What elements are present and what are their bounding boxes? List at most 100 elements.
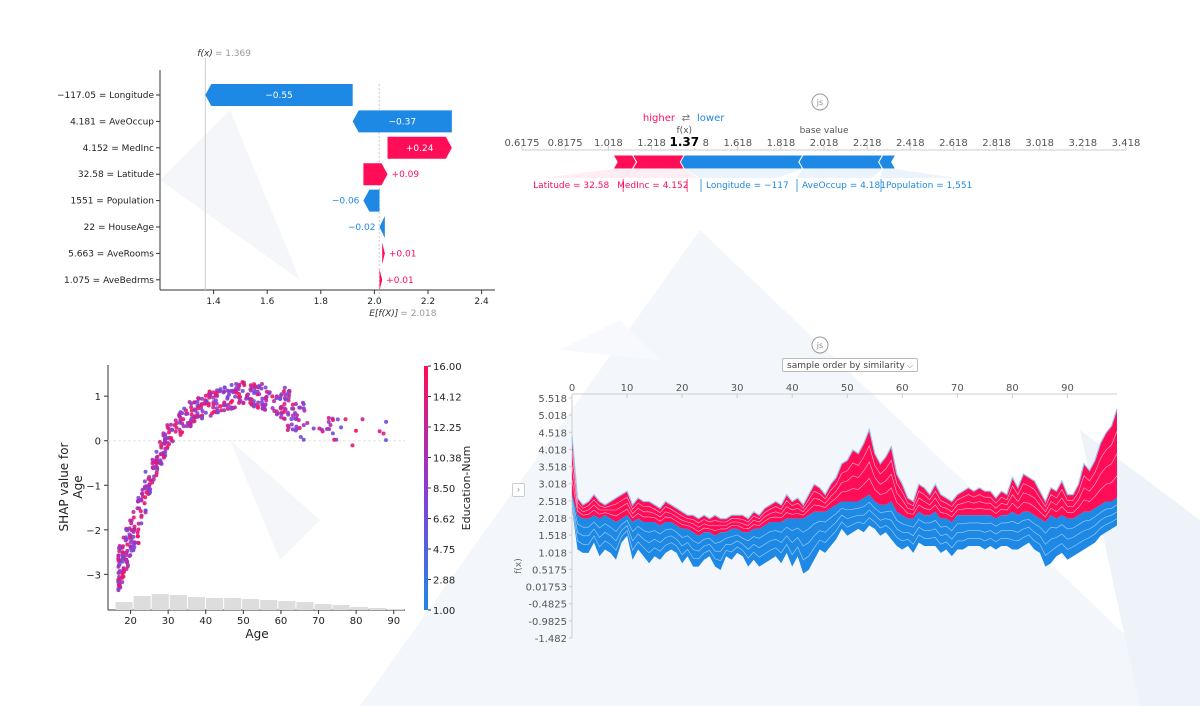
scatter-point bbox=[131, 510, 136, 515]
waterfall-bar-value: +0.09 bbox=[392, 170, 420, 180]
scatter-point bbox=[211, 402, 216, 407]
scatter-point bbox=[129, 518, 134, 523]
scatter-point bbox=[180, 421, 185, 426]
dependence-x-tick-label: 30 bbox=[162, 616, 175, 627]
scatter-point bbox=[260, 396, 265, 401]
stacked-x-tick-label: 50 bbox=[841, 383, 854, 394]
histogram-bar bbox=[115, 602, 133, 610]
side-expand-button[interactable]: › bbox=[512, 483, 525, 497]
force-fx-value: 1.37 bbox=[669, 135, 699, 149]
scatter-point bbox=[131, 542, 136, 547]
scatter-point bbox=[123, 538, 128, 543]
force-tick-label: 1.818 bbox=[767, 138, 796, 149]
scatter-point bbox=[286, 391, 291, 396]
scatter-point bbox=[326, 415, 331, 420]
scatter-point bbox=[360, 417, 365, 422]
scatter-point bbox=[144, 490, 149, 495]
waterfall-bar bbox=[363, 163, 388, 186]
stacked-y-tick-label: 1.518 bbox=[538, 531, 567, 542]
scatter-point bbox=[214, 406, 219, 411]
scatter-point bbox=[301, 437, 306, 442]
scatter-point bbox=[154, 461, 159, 466]
scatter-point bbox=[263, 385, 268, 390]
scatter-point bbox=[170, 427, 175, 432]
scatter-point bbox=[293, 401, 298, 406]
stacked-y-tick-label: 5.518 bbox=[538, 394, 567, 405]
scatter-point bbox=[189, 416, 194, 421]
scatter-point bbox=[146, 484, 151, 489]
waterfall-row-label: 5.663 = AveRooms bbox=[68, 249, 154, 259]
scatter-point bbox=[139, 521, 144, 526]
scatter-point bbox=[274, 409, 279, 414]
scatter-point bbox=[200, 413, 205, 418]
scatter-point bbox=[177, 414, 182, 419]
waterfall-bar-value: +0.24 bbox=[406, 144, 434, 154]
colorbar-tick-label: 12.25 bbox=[433, 423, 462, 434]
dependence-y-tick-label: −3 bbox=[86, 570, 101, 581]
scatter-point bbox=[281, 389, 286, 394]
fx-mask bbox=[666, 134, 703, 148]
scatter-point bbox=[135, 506, 140, 511]
scatter-point bbox=[334, 437, 339, 442]
histogram-bar bbox=[332, 605, 350, 610]
colorbar-tick-label: 10.38 bbox=[433, 453, 462, 464]
dependence-y-tick-label: −1 bbox=[86, 481, 101, 492]
force-label-connector bbox=[543, 169, 633, 178]
scatter-point bbox=[182, 406, 187, 411]
colorbar-tick-label: 1.00 bbox=[433, 606, 455, 617]
stacked-y-tick-label: 2.518 bbox=[538, 497, 567, 508]
sample-order-select[interactable]: sample order by similarity ⌵ bbox=[782, 358, 918, 372]
scatter-point bbox=[192, 407, 197, 412]
scatter-point bbox=[285, 410, 290, 415]
colorbar-tick-label: 8.50 bbox=[433, 484, 455, 495]
dependence-x-tick-label: 70 bbox=[312, 616, 325, 627]
histogram-bar bbox=[224, 598, 242, 610]
force-tick-label: 3.418 bbox=[1112, 138, 1141, 149]
scatter-point bbox=[121, 569, 126, 574]
scatter-point bbox=[199, 406, 204, 411]
scatter-point bbox=[339, 425, 344, 430]
scatter-point bbox=[116, 558, 121, 563]
scatter-point bbox=[215, 410, 220, 415]
scatter-point bbox=[256, 400, 261, 405]
scatter-point bbox=[294, 413, 299, 418]
scatter-point bbox=[211, 390, 216, 395]
scatter-point bbox=[139, 498, 144, 503]
scatter-point bbox=[278, 396, 283, 401]
scatter-point bbox=[174, 425, 179, 430]
scatter-point bbox=[165, 444, 170, 449]
js-badge bbox=[811, 93, 829, 111]
waterfall-bar-value: −0.37 bbox=[388, 117, 416, 127]
dependence-y-label-1: SHAP value for bbox=[57, 442, 71, 531]
efx-label-value: = 2.018 bbox=[400, 309, 436, 319]
dependence-x-tick-label: 80 bbox=[350, 616, 363, 627]
scatter-point bbox=[162, 435, 167, 440]
stacked-y-label: f(x) bbox=[514, 558, 524, 574]
scatter-point bbox=[264, 394, 269, 399]
scatter-point bbox=[294, 424, 299, 429]
scatter-point bbox=[121, 574, 126, 579]
scatter-point bbox=[225, 406, 230, 411]
colorbar-label: Education-Num bbox=[460, 446, 473, 531]
scatter-point bbox=[124, 557, 129, 562]
scatter-point bbox=[150, 461, 155, 466]
stacked-x-tick-label: 0 bbox=[569, 383, 575, 394]
scatter-point bbox=[143, 495, 148, 500]
scatter-point bbox=[252, 391, 257, 396]
scatter-point bbox=[290, 406, 295, 411]
waterfall-row-label: 1.075 = AveBedrms bbox=[64, 276, 154, 286]
scatter-point bbox=[232, 405, 237, 410]
efx-label: E[f(X)] = 2.018 bbox=[369, 309, 437, 319]
scatter-point bbox=[279, 410, 284, 415]
efx-label-name: E[f(X)] bbox=[369, 309, 399, 319]
scatter-point bbox=[222, 408, 227, 413]
scatter-point bbox=[117, 562, 122, 567]
scatter-point bbox=[282, 385, 287, 390]
force-tick-label: 2.418 bbox=[896, 138, 925, 149]
scatter-point bbox=[202, 400, 207, 405]
scatter-point bbox=[381, 431, 386, 436]
force-tick-label: 2.818 bbox=[982, 138, 1011, 149]
scatter-point bbox=[187, 399, 192, 404]
